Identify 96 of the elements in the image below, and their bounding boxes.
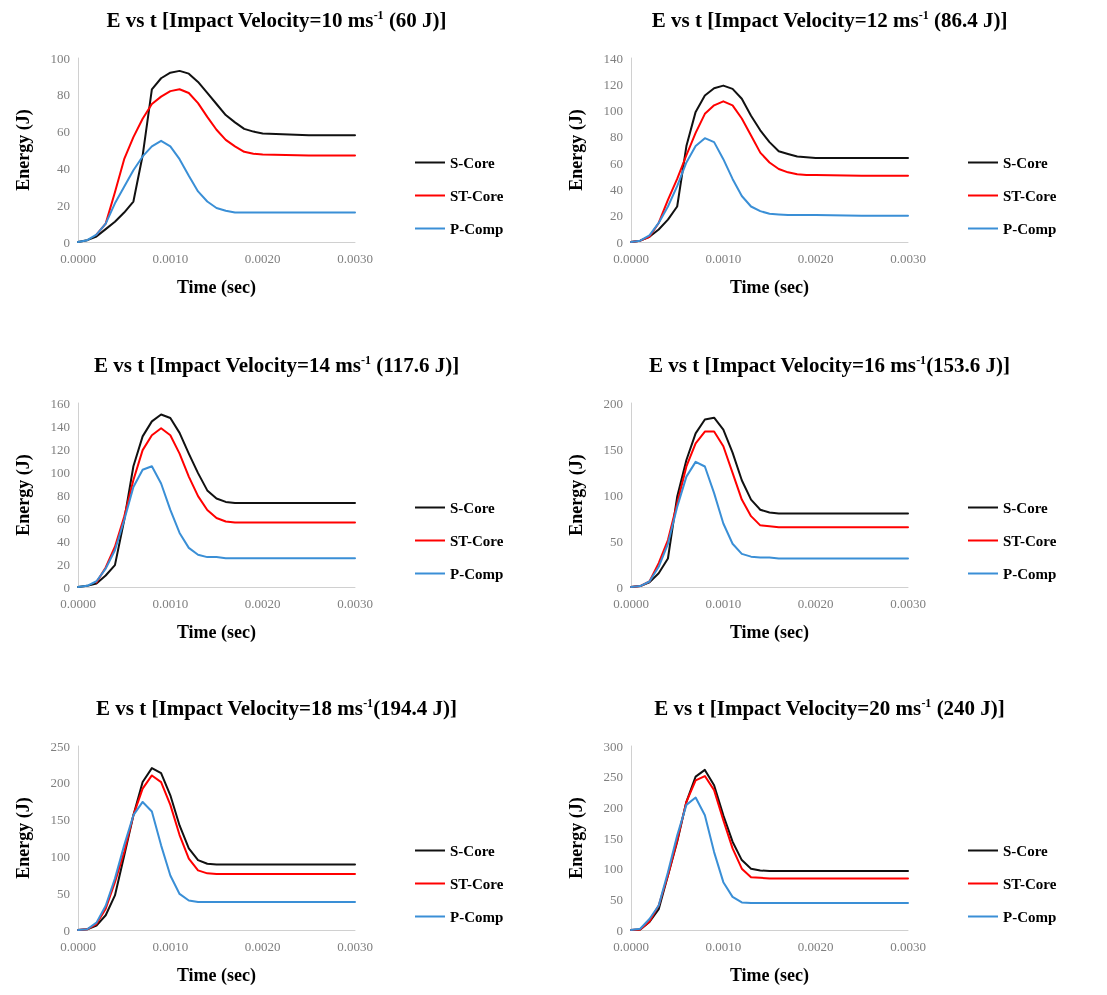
y-tick-label: 80 [57, 487, 70, 503]
x-tick-label: 0.0030 [890, 251, 926, 266]
y-axis-title: Energy (J) [566, 454, 587, 536]
y-tick-label: 0 [616, 579, 623, 595]
y-tick-label: 40 [57, 160, 70, 176]
y-tick-label: 200 [603, 799, 623, 815]
y-tick-label: 100 [50, 50, 70, 66]
legend-label: ST-Core [450, 187, 504, 204]
y-tick-label: 20 [57, 197, 70, 213]
x-tick-label: 0.0010 [152, 251, 189, 266]
x-tick-label: 0.0020 [244, 596, 281, 611]
x-tick-label: 0.0030 [337, 251, 373, 266]
legend-label: ST-Core [450, 875, 504, 892]
y-tick-label: 100 [50, 848, 70, 864]
y-tick-label: 100 [50, 464, 70, 480]
x-axis-title: Time (sec) [729, 277, 810, 298]
y-tick-label: 80 [57, 87, 70, 103]
x-tick-label: 0.0020 [797, 596, 834, 611]
y-tick-label: 40 [57, 533, 70, 549]
x-tick-label: 0.0000 [613, 596, 649, 611]
y-tick-label: 0 [616, 234, 623, 250]
legend-label: ST-Core [450, 532, 504, 549]
legend-label: S-Core [1003, 842, 1049, 859]
y-tick-label: 250 [50, 738, 70, 754]
x-tick-label: 0.0020 [244, 251, 281, 266]
x-tick-label: 0.0020 [797, 939, 834, 954]
legend-label: S-Core [450, 154, 496, 171]
line-series [95, 427, 356, 584]
y-tick-label: 250 [603, 769, 623, 785]
legend-label: S-Core [450, 842, 496, 859]
x-tick-label: 0.0000 [60, 596, 96, 611]
y-tick-label: 40 [610, 181, 623, 197]
x-axis-title: Time (sec) [176, 965, 257, 986]
y-tick-label: 140 [50, 418, 70, 434]
x-tick-label: 0.0000 [613, 251, 649, 266]
legend-label: ST-Core [1003, 187, 1057, 204]
legend-label: P-Comp [450, 220, 504, 237]
x-axis-title: Time (sec) [729, 622, 810, 643]
x-tick-label: 0.0000 [613, 939, 649, 954]
y-tick-label: 200 [50, 775, 70, 791]
x-tick-label: 0.0010 [705, 596, 742, 611]
y-tick-label: 0 [63, 922, 70, 938]
y-tick-label: 0 [63, 234, 70, 250]
y-tick-label: 120 [50, 441, 70, 457]
y-tick-label: 20 [610, 208, 623, 224]
legend-label: S-Core [1003, 499, 1049, 516]
x-tick-label: 0.0020 [797, 251, 834, 266]
legend-label: P-Comp [450, 908, 504, 925]
y-tick-label: 150 [50, 812, 70, 828]
y-tick-label: 60 [57, 124, 70, 140]
x-tick-label: 0.0030 [890, 596, 926, 611]
y-tick-label: 20 [57, 556, 70, 572]
x-tick-label: 0.0010 [152, 596, 189, 611]
y-axis-title: Energy (J) [13, 797, 34, 879]
y-tick-label: 150 [603, 830, 623, 846]
y-tick-label: 150 [603, 441, 623, 457]
legend-label: ST-Core [1003, 532, 1057, 549]
y-tick-label: 80 [610, 129, 623, 145]
y-tick-label: 300 [603, 738, 623, 754]
x-tick-label: 0.0010 [705, 939, 742, 954]
y-tick-label: 50 [57, 885, 70, 901]
legend-label: S-Core [450, 499, 496, 516]
y-tick-label: 50 [610, 533, 623, 549]
y-tick-label: 0 [616, 922, 623, 938]
y-axis-title: Energy (J) [566, 109, 587, 191]
legend-label: S-Core [1003, 154, 1049, 171]
y-axis-title: Energy (J) [13, 454, 34, 536]
x-tick-label: 0.0010 [152, 939, 189, 954]
x-tick-label: 0.0030 [890, 939, 926, 954]
x-tick-label: 0.0030 [337, 596, 373, 611]
y-tick-label: 120 [603, 76, 623, 92]
x-axis-title: Time (sec) [176, 622, 257, 643]
x-tick-label: 0.0030 [337, 939, 373, 954]
legend-label: P-Comp [1003, 565, 1057, 582]
x-axis-title: Time (sec) [729, 965, 810, 986]
y-axis-title: Energy (J) [566, 797, 587, 879]
y-tick-label: 50 [610, 891, 623, 907]
x-tick-label: 0.0020 [244, 939, 281, 954]
x-tick-label: 0.0000 [60, 251, 96, 266]
x-tick-label: 0.0000 [60, 939, 96, 954]
y-tick-label: 100 [603, 861, 623, 877]
y-tick-label: 160 [50, 395, 70, 411]
y-axis-title: Energy (J) [13, 109, 34, 191]
y-tick-label: 200 [603, 395, 623, 411]
y-tick-label: 0 [63, 579, 70, 595]
legend-label: ST-Core [1003, 875, 1057, 892]
legend-label: P-Comp [1003, 220, 1057, 237]
x-axis-title: Time (sec) [176, 277, 257, 298]
legend-label: P-Comp [1003, 908, 1057, 925]
x-tick-label: 0.0010 [705, 251, 742, 266]
y-tick-label: 60 [57, 510, 70, 526]
legend-label: P-Comp [450, 565, 504, 582]
y-tick-label: 140 [603, 50, 623, 66]
y-tick-label: 60 [610, 155, 623, 171]
y-tick-label: 100 [603, 103, 623, 119]
y-tick-label: 100 [603, 487, 623, 503]
